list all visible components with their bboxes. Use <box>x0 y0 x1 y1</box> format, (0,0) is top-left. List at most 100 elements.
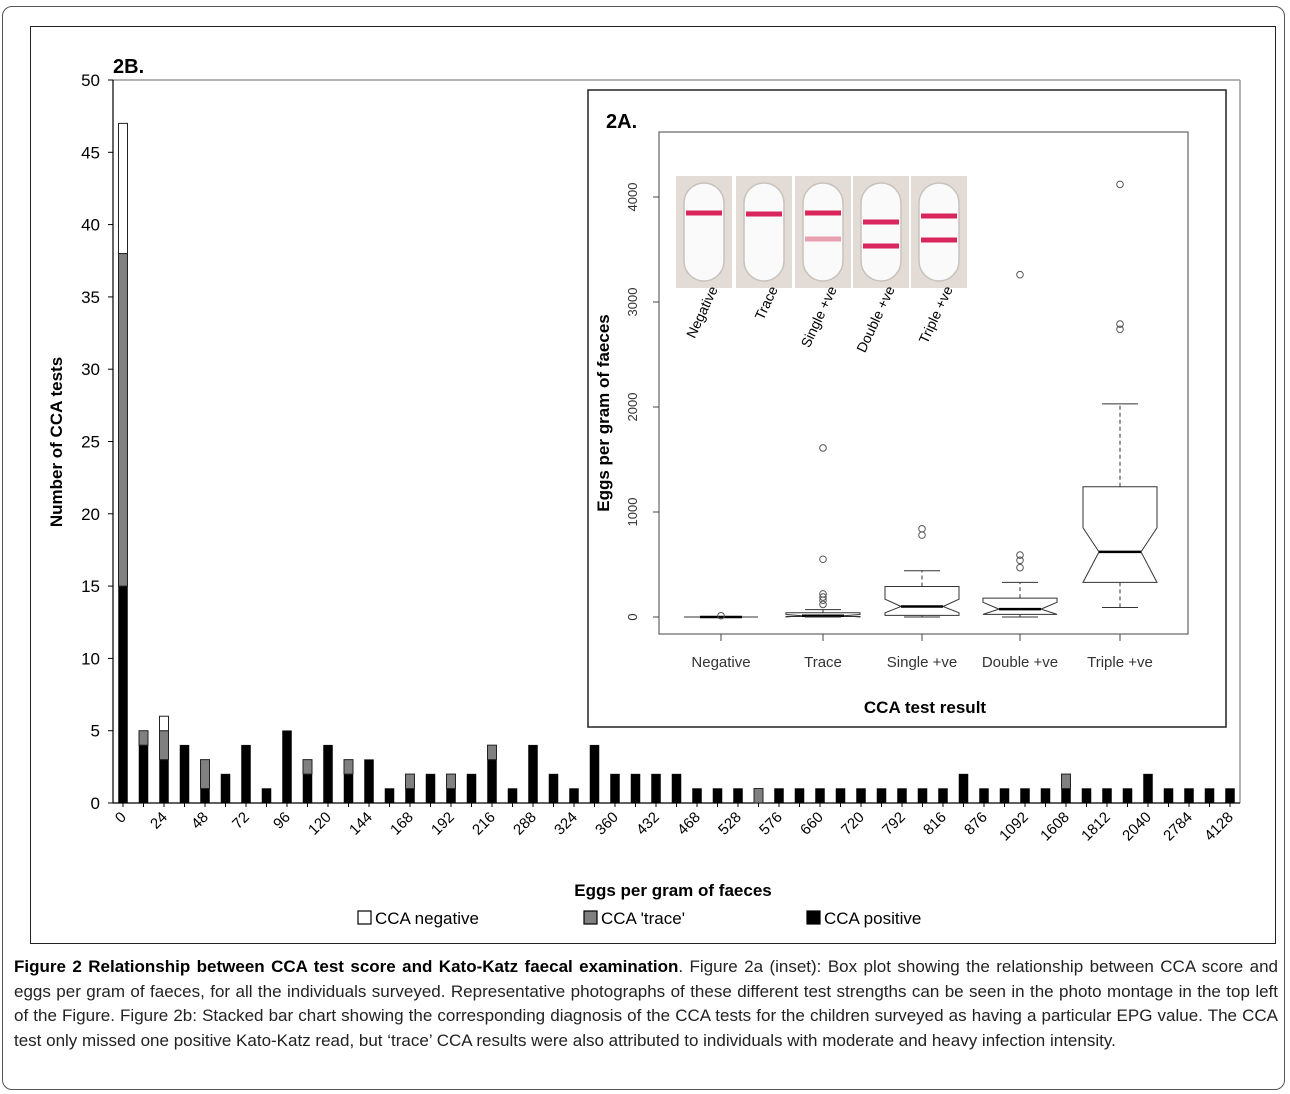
box-plot-2a: 2A. 0 1000 2000 3000 4000 Negative Trace Single … <box>587 89 1227 728</box>
bar-segment <box>159 759 169 804</box>
y-tick-label: 45 <box>81 143 100 162</box>
outlier-point <box>1016 556 1024 565</box>
bar-segment <box>1184 788 1194 804</box>
bar-segment <box>302 773 313 804</box>
outlier-point <box>1016 270 1024 279</box>
bar-segment <box>466 773 477 804</box>
x-axis-title: Eggs per gram of faeces <box>574 881 771 900</box>
bar-segment <box>507 788 518 804</box>
bar-segment <box>138 730 149 746</box>
box-body <box>884 586 960 616</box>
x-tick-label: 576 <box>756 809 786 839</box>
x-tick-label: 1608 <box>1037 809 1073 845</box>
bar-segment <box>651 773 661 804</box>
x-tick-label: 288 <box>510 809 540 839</box>
y-tick-label: 4000 <box>625 183 640 212</box>
bar-segment <box>323 744 333 804</box>
x-tick-label: Double +ve <box>982 654 1058 671</box>
bar-segment <box>1061 788 1071 804</box>
bar-segment <box>200 788 210 804</box>
outlier-point <box>1116 180 1124 189</box>
x-tick-label: 876 <box>961 809 991 839</box>
outlier-point <box>819 555 827 564</box>
test-strip-window <box>802 182 844 282</box>
test-band <box>746 211 782 217</box>
x-tick-label: 48 <box>188 809 212 833</box>
x-tick-label: 1812 <box>1078 809 1114 845</box>
bar-segment <box>528 744 538 804</box>
bar-segment <box>159 730 169 761</box>
bar-segment <box>343 759 354 775</box>
bar-segment <box>384 788 395 804</box>
box-body <box>982 597 1058 615</box>
y-tick-label: 15 <box>81 577 100 596</box>
bar-segment <box>671 773 682 804</box>
bar-segment <box>1081 788 1092 804</box>
bar-segment <box>118 585 128 804</box>
x-tick-label: 72 <box>229 809 253 833</box>
bar-segment <box>179 744 190 804</box>
bar-segment <box>999 788 1010 804</box>
caption-title: Figure 2 Relationship between CCA test s… <box>14 957 679 976</box>
x-tick-label: Trace <box>804 654 842 671</box>
y-tick-label: 10 <box>81 649 100 668</box>
legend-swatch <box>806 910 821 925</box>
bar-segment <box>1020 788 1030 804</box>
y-axis-title: Eggs per gram of faeces <box>594 314 613 511</box>
legend-label: CCA negative <box>375 909 479 928</box>
x-tick-label: 432 <box>633 809 663 839</box>
bar-segment <box>118 253 128 587</box>
bar-segment <box>917 788 928 804</box>
test-band <box>863 219 899 225</box>
x-tick-label: Triple +ve <box>1087 654 1153 671</box>
bar-segment <box>794 788 805 804</box>
figure-caption: Figure 2 Relationship between CCA test s… <box>14 955 1278 1053</box>
test-strip-window <box>683 182 725 282</box>
y-tick-label: 0 <box>91 794 100 813</box>
bar-segment <box>1163 788 1174 804</box>
test-strip-window <box>743 182 785 282</box>
x-tick-label: 96 <box>270 809 294 833</box>
bar-segment <box>897 788 907 804</box>
x-tick-label: 24 <box>147 809 171 833</box>
bar-segment <box>282 730 292 804</box>
bar-segment <box>138 744 149 804</box>
bar-segment <box>569 788 579 804</box>
test-band <box>686 210 722 216</box>
bar-segment <box>1225 788 1235 804</box>
y-tick-label: 0 <box>625 613 640 620</box>
bar-segment <box>548 773 559 804</box>
bar-segment <box>118 122 128 255</box>
y-tick-label: 1000 <box>625 498 640 527</box>
bar-segment <box>753 788 764 804</box>
bar-segment <box>979 788 989 804</box>
x-tick-label: 468 <box>674 809 704 839</box>
bar-segment <box>712 788 723 804</box>
outlier-point <box>819 600 827 609</box>
legend-label: CCA positive <box>824 909 921 928</box>
x-tick-label: 816 <box>920 809 950 839</box>
test-band <box>805 210 841 216</box>
bar-segment <box>958 773 969 804</box>
x-tick-label: 144 <box>346 809 376 839</box>
bar-segment <box>1204 788 1215 804</box>
bar-segment <box>241 744 251 804</box>
outlier-point <box>819 444 827 452</box>
x-tick-label: 792 <box>879 809 909 839</box>
bar-segment <box>487 744 497 761</box>
y-tick-label: 35 <box>81 288 100 307</box>
x-tick-label: 0 <box>112 809 130 827</box>
legend-swatch <box>583 910 598 925</box>
caption-body: . Figure 2a (inset): Box plot showing th… <box>14 957 1278 1050</box>
x-axis-title: CCA test result <box>864 698 987 717</box>
bar-segment <box>1102 788 1112 804</box>
panel-label-2b: 2B. <box>113 56 144 78</box>
outlier-point <box>1116 320 1124 328</box>
outlier-point <box>819 590 827 598</box>
outlier-point <box>1016 551 1024 559</box>
bar-segment <box>487 759 497 804</box>
y-tick-label: 3000 <box>625 288 640 317</box>
y-tick-label: 2000 <box>625 393 640 422</box>
x-tick-label: 4128 <box>1201 809 1237 845</box>
x-tick-label: 660 <box>797 809 827 839</box>
